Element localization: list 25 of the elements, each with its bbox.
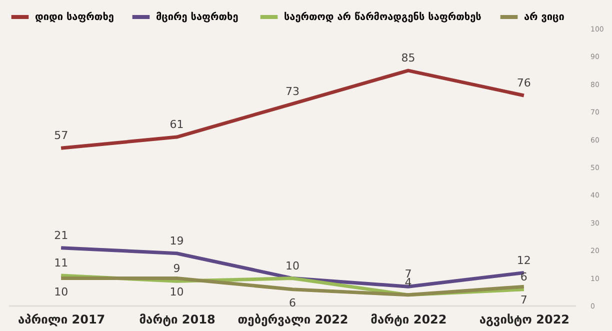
data-label: 57 (54, 129, 68, 142)
data-label: 12 (516, 254, 531, 267)
data-label: 85 (401, 52, 416, 65)
data-label: 76 (516, 76, 531, 90)
legend-label: დიდი საფრთხე (35, 11, 114, 23)
x-tick-label: აგვისტო 2022 (479, 312, 570, 326)
x-tick-label: აპრილი 2017 (18, 312, 106, 326)
data-label: 10 (286, 259, 300, 272)
data-label: 11 (54, 256, 68, 270)
data-label: 19 (170, 234, 184, 248)
data-label: 21 (54, 228, 68, 242)
data-label: 10 (170, 285, 184, 298)
legend-label: მცირე საფრთხე (156, 11, 238, 23)
x-tick-label: მარტი 2022 (370, 312, 447, 326)
data-label: 6 (289, 296, 296, 310)
data-label: 6 (520, 270, 528, 284)
data-label: 9 (173, 262, 180, 276)
data-label: 7 (520, 294, 528, 307)
x-tick-label: მარტი 2018 (139, 312, 216, 326)
data-label: 61 (170, 118, 184, 132)
legend-label: არ ვიცი (524, 11, 565, 23)
data-label: 10 (54, 285, 68, 298)
x-tick-label: თებერვალი 2022 (238, 312, 348, 326)
legend-label: საერთოდ არ წარმოადგენს საფრთხეს (284, 11, 482, 23)
data-label: 73 (286, 84, 300, 98)
